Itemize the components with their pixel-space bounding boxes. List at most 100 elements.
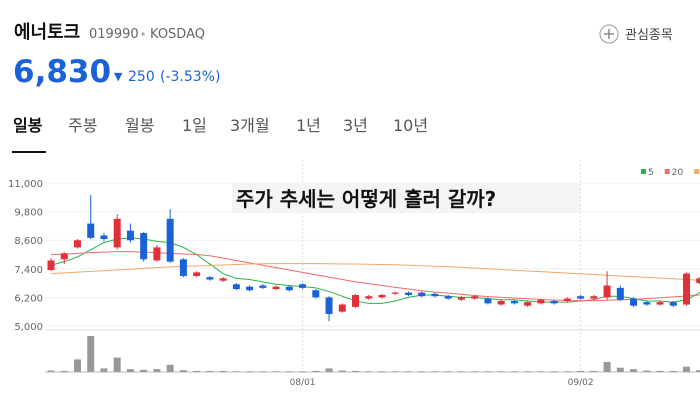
change: 250 (128, 69, 155, 85)
candle-body (299, 284, 307, 288)
candle-body (113, 218, 121, 248)
stock-code: 019990 (89, 27, 139, 42)
candle-body (630, 298, 638, 306)
volume-bar (563, 371, 571, 372)
volume-bar (391, 371, 399, 372)
volume-bar (365, 371, 373, 372)
candle-body (563, 298, 571, 301)
candle-body (47, 260, 55, 270)
volume-bar (510, 371, 518, 372)
volume-bar (669, 370, 677, 372)
candle-body (444, 296, 452, 299)
candle-body (696, 278, 700, 284)
volume-bar (378, 371, 386, 372)
candle-body (325, 297, 333, 315)
candle-body (643, 302, 651, 305)
tab[interactable]: 1년 (296, 116, 321, 135)
volume-bar (246, 371, 254, 372)
y-tick-label: 7,400 (14, 265, 43, 276)
candle-body (338, 304, 346, 312)
candle-body (510, 300, 518, 304)
volume-bar (285, 371, 293, 372)
legend-swatch (664, 169, 670, 174)
candle-body (153, 247, 161, 261)
volume-bar (352, 370, 360, 372)
candle-body (550, 300, 558, 304)
candle-body (232, 284, 240, 290)
candle-body (219, 278, 227, 281)
volume-bar (603, 361, 611, 372)
tab[interactable]: 10년 (393, 116, 428, 135)
volume-bar (206, 370, 214, 372)
candle-body (404, 292, 412, 295)
moving-average (50, 237, 700, 304)
change-arrow: ▼ (114, 70, 123, 83)
volume-bar (630, 369, 638, 372)
legend-swatch (694, 169, 700, 174)
candle-body (378, 295, 386, 298)
candle-body (577, 296, 585, 299)
market: KOSDAQ (150, 27, 205, 42)
y-tick-label: 9,800 (14, 208, 43, 219)
volume-bar (193, 370, 201, 372)
y-tick-label: 8,600 (14, 236, 43, 247)
y-tick-label: 5,000 (14, 322, 43, 333)
price: 6,830 (13, 54, 111, 90)
tab[interactable]: 1일 (182, 116, 207, 135)
volume-bar (87, 336, 95, 372)
candle-body (87, 223, 95, 238)
watch-button[interactable]: 관심종목 (599, 24, 673, 44)
tab[interactable]: 일봉 (13, 116, 43, 135)
volume-bar (219, 370, 227, 372)
annotation: 주가 추세는 어떻게 흘러 갈까? (236, 187, 496, 211)
volume-bar (325, 368, 333, 372)
volume-bar (683, 366, 691, 372)
tab[interactable]: 3년 (343, 116, 368, 135)
candle-body (100, 235, 108, 240)
y-tick-label: 11,000 (8, 179, 43, 190)
volume-bar (524, 371, 532, 372)
volume-bar (73, 359, 81, 372)
tab[interactable]: 월봉 (125, 116, 154, 135)
volume-bar (113, 357, 121, 372)
candle-body (259, 285, 267, 288)
volume-bar (696, 370, 700, 372)
candle-body (656, 302, 664, 305)
legend-label: 20 (672, 168, 684, 178)
candle-body (457, 297, 465, 300)
candle-body (272, 286, 280, 290)
volume-bar (497, 371, 505, 372)
moving-average (50, 263, 700, 281)
candle-body (616, 287, 624, 300)
candle-body (431, 293, 439, 297)
volume-bar (616, 367, 624, 372)
separator-dot (141, 32, 145, 36)
volume-bar (299, 371, 307, 372)
volume-bar (100, 368, 108, 372)
volume-bar (60, 370, 68, 372)
candle-body (484, 298, 492, 304)
plus-sign (604, 29, 614, 39)
candle-body (683, 273, 691, 305)
annotation-box (232, 183, 580, 213)
candle-body (285, 286, 293, 291)
candle-body (590, 296, 598, 299)
volume-bar (431, 371, 439, 372)
volume-bar (457, 371, 465, 372)
candle-body (193, 272, 201, 276)
tab[interactable]: 주봉 (68, 116, 97, 135)
candle-body (365, 296, 373, 299)
volume-bar (471, 371, 479, 372)
candle-body (126, 230, 134, 241)
volume-bar (47, 370, 55, 372)
volume-bar (166, 364, 174, 372)
volume-bar (312, 370, 320, 372)
change-pct: (-3.53%) (160, 69, 220, 85)
tab[interactable]: 3개월 (230, 116, 270, 135)
candle-body (73, 240, 81, 248)
x-tick-label: 09/02 (568, 378, 594, 388)
candle-body (603, 285, 611, 298)
x-tick-label: 08/01 (290, 378, 316, 388)
